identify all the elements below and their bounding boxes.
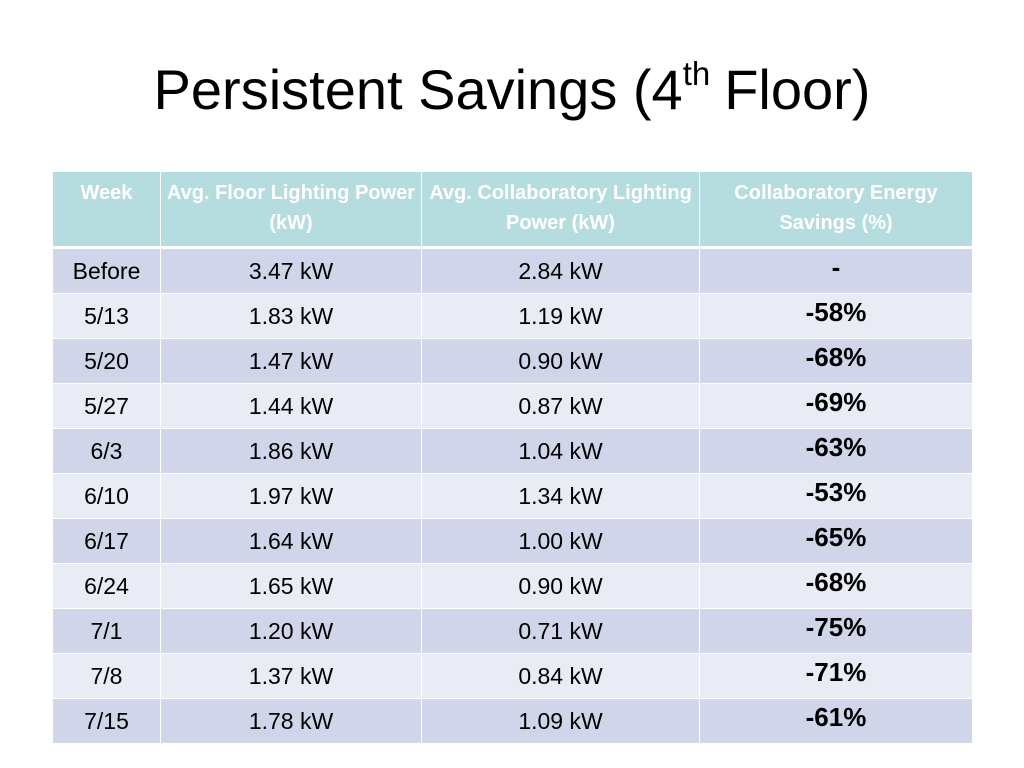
table-row: 6/17 1.64 kW 1.00 kW -65%: [52, 518, 973, 564]
table-cell: 1.34 kW: [421, 473, 700, 519]
table-cell: 1.09 kW: [421, 698, 700, 744]
table-cell: 0.84 kW: [421, 653, 700, 699]
table-cell: 0.87 kW: [421, 383, 700, 429]
table-cell: 0.90 kW: [421, 563, 700, 609]
slide-title: Persistent Savings (4th Floor): [0, 57, 1024, 118]
table-cell: 1.83 kW: [160, 293, 422, 339]
table-cell: 1.47 kW: [160, 338, 422, 384]
table-cell: 1.65 kW: [160, 563, 422, 609]
table-cell: Before: [52, 247, 161, 294]
table-row: 7/8 1.37 kW 0.84 kW -71%: [52, 653, 973, 699]
savings-cell: -75%: [699, 608, 973, 654]
table-cell: 1.00 kW: [421, 518, 700, 564]
savings-cell: -63%: [699, 428, 973, 474]
table-row: Before 3.47 kW 2.84 kW -: [52, 247, 973, 294]
savings-cell: -68%: [699, 338, 973, 384]
column-header: Avg. Collaboratory Lighting Power (kW): [421, 171, 700, 249]
table-cell: 1.20 kW: [160, 608, 422, 654]
column-header: Collaboratory Energy Savings (%): [699, 171, 973, 249]
table-cell: 7/15: [52, 698, 161, 744]
savings-cell: -65%: [699, 518, 973, 564]
table-cell: 1.78 kW: [160, 698, 422, 744]
table-cell: 0.71 kW: [421, 608, 700, 654]
savings-cell: -61%: [699, 698, 973, 744]
table-cell: 1.19 kW: [421, 293, 700, 339]
table-cell: 6/24: [52, 563, 161, 609]
title-text: Persistent Savings (4: [153, 58, 683, 121]
table-cell: 1.97 kW: [160, 473, 422, 519]
table-cell: 2.84 kW: [421, 247, 700, 294]
table-cell: 6/3: [52, 428, 161, 474]
savings-cell: -: [699, 247, 973, 294]
table-cell: 5/27: [52, 383, 161, 429]
header-row: Week Avg. Floor Lighting Power (kW) Avg. C…: [52, 171, 973, 249]
table-row: 6/3 1.86 kW 1.04 kW -63%: [52, 428, 973, 474]
table-cell: 5/20: [52, 338, 161, 384]
table-cell: 1.86 kW: [160, 428, 422, 474]
table-row: 7/1 1.20 kW 0.71 kW -75%: [52, 608, 973, 654]
title-superscript: th: [682, 55, 711, 92]
table-cell: 0.90 kW: [421, 338, 700, 384]
savings-table: Week Avg. Floor Lighting Power (kW) Avg. C…: [52, 171, 973, 744]
table-cell: 6/17: [52, 518, 161, 564]
table-cell: 3.47 kW: [160, 247, 422, 294]
table-row: 7/15 1.78 kW 1.09 kW -61%: [52, 698, 973, 744]
table-cell: 1.37 kW: [160, 653, 422, 699]
table-cell: 5/13: [52, 293, 161, 339]
table-row: 5/20 1.47 kW 0.90 kW -68%: [52, 338, 973, 384]
table-cell: 1.44 kW: [160, 383, 422, 429]
savings-cell: -53%: [699, 473, 973, 519]
savings-cell: -71%: [699, 653, 973, 699]
table-row: 6/24 1.65 kW 0.90 kW -68%: [52, 563, 973, 609]
table-row: 5/27 1.44 kW 0.87 kW -69%: [52, 383, 973, 429]
table-row: 5/13 1.83 kW 1.19 kW -58%: [52, 293, 973, 339]
savings-cell: -69%: [699, 383, 973, 429]
table-cell: 6/10: [52, 473, 161, 519]
table-cell: 1.64 kW: [160, 518, 422, 564]
column-header: Avg. Floor Lighting Power (kW): [160, 171, 422, 249]
savings-cell: -68%: [699, 563, 973, 609]
table-cell: 7/8: [52, 653, 161, 699]
table-cell: 1.04 kW: [421, 428, 700, 474]
table-cell: 7/1: [52, 608, 161, 654]
savings-cell: -58%: [699, 293, 973, 339]
title-text: Floor): [724, 58, 871, 121]
table-row: 6/10 1.97 kW 1.34 kW -53%: [52, 473, 973, 519]
column-header: Week: [52, 171, 161, 249]
